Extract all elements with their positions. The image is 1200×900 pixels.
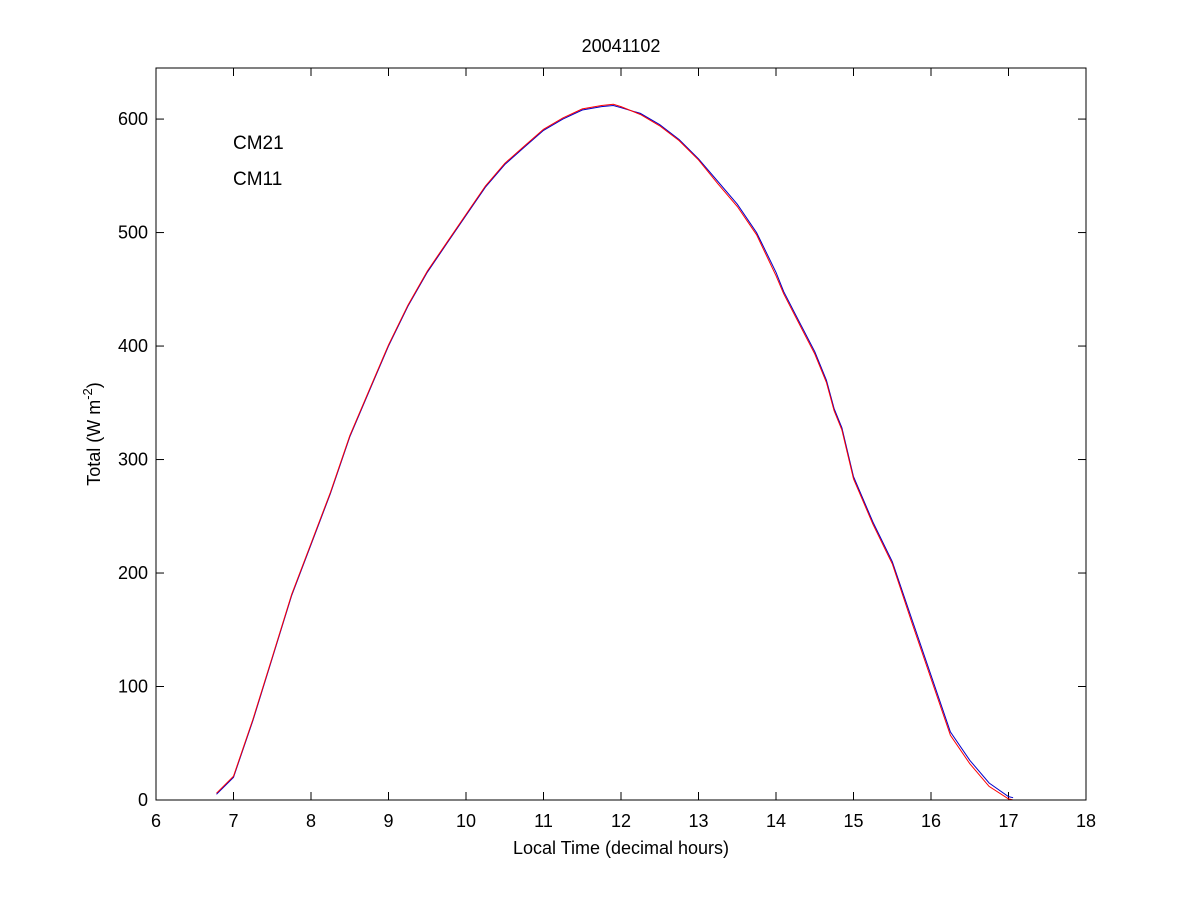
x-tick-label: 13 — [688, 811, 708, 831]
series-line-cm21 — [216, 104, 1014, 799]
x-tick-label: 14 — [766, 811, 786, 831]
x-tick-label: 8 — [306, 811, 316, 831]
y-tick-label: 0 — [138, 790, 148, 810]
series-line-cm11 — [216, 103, 1014, 801]
y-axis-label-main: Total (W m — [84, 400, 104, 486]
y-tick-label: 500 — [118, 223, 148, 243]
x-tick-label: 10 — [456, 811, 476, 831]
y-tick-label: 200 — [118, 563, 148, 583]
x-tick-label: 16 — [921, 811, 941, 831]
x-tick-label: 11 — [534, 811, 553, 831]
ticks-layer: 6 7 8 9 10 11 12 13 14 15 16 17 18 0 100 200 300 400 500 60… — [118, 68, 1096, 831]
x-tick-label: 9 — [383, 811, 393, 831]
y-tick-label: 100 — [118, 677, 148, 697]
series-layer — [216, 103, 1014, 801]
y-axis-label: Total (W m-2) — [80, 382, 104, 486]
x-tick-label: 12 — [611, 811, 631, 831]
chart-title: 20041102 — [582, 36, 661, 56]
legend-entry-cm11: CM11 — [233, 169, 282, 190]
y-tick-label: 400 — [118, 336, 148, 356]
y-axis-label-superscript: -2 — [80, 388, 95, 400]
x-axis-label: Local Time (decimal hours) — [513, 838, 729, 858]
x-tick-label: 7 — [228, 811, 238, 831]
y-tick-label: 600 — [118, 109, 148, 129]
y-axis-label-suffix: ) — [84, 382, 104, 388]
y-tick-label: 300 — [118, 450, 148, 470]
x-tick-label: 6 — [151, 811, 161, 831]
x-tick-label: 15 — [843, 811, 863, 831]
legend-entry-cm21: CM21 — [233, 133, 284, 154]
plot-frame — [155, 67, 1087, 801]
x-tick-label: 17 — [998, 811, 1018, 831]
x-tick-label: 18 — [1076, 811, 1096, 831]
